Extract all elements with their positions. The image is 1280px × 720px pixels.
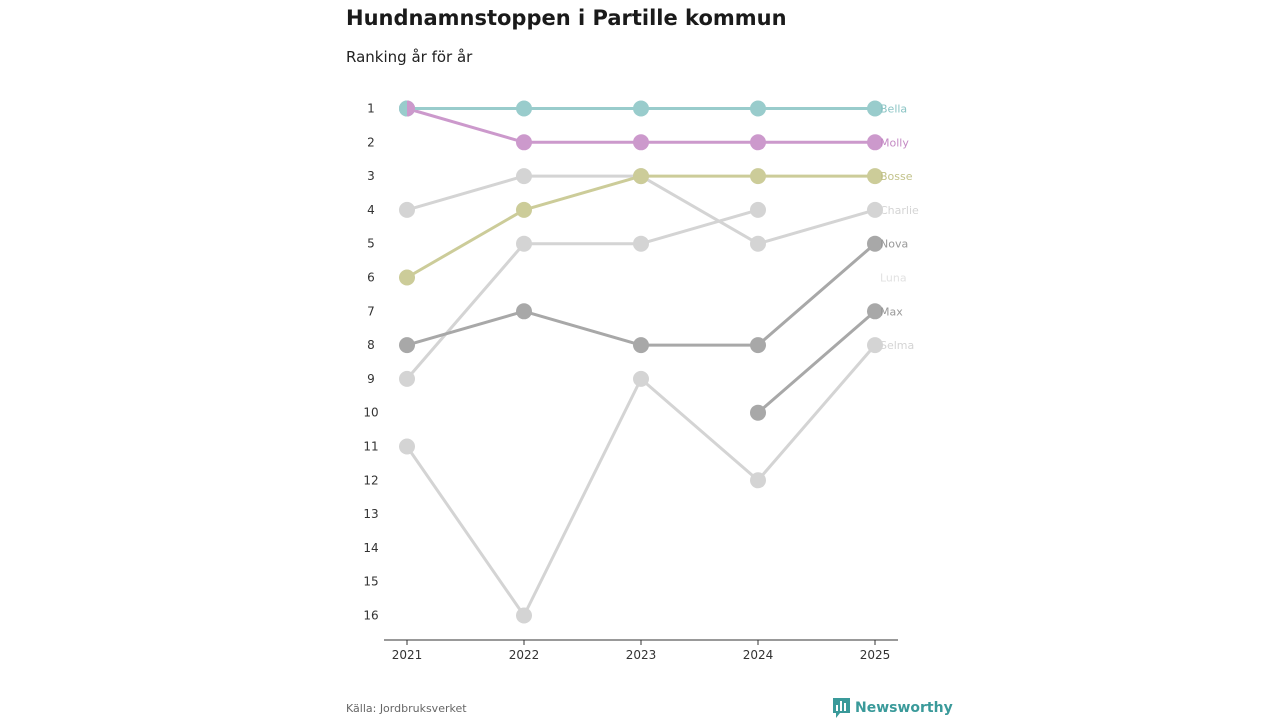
data-point-bosse [516,201,532,218]
brand-name: Newsworthy [855,700,953,716]
y-tick-label: 6 [367,271,375,285]
y-tick-label: 11 [363,440,378,454]
newsworthy-logo-icon [833,698,850,718]
y-tick-label: 15 [363,575,378,589]
x-axis: 2021 2022 2023 2024 2025 [384,639,898,662]
series-line-max [757,310,876,414]
y-tick-label: 5 [367,237,375,251]
data-point-bosse [750,168,766,185]
series-label-selma: Selma [880,339,914,352]
data-point-selma [516,607,532,624]
data-point-molly [407,100,415,117]
data-point-molly [516,134,532,151]
data-point-selma [399,438,415,455]
data-point-luna [633,235,649,252]
series-label-bosse: Bosse [880,170,913,183]
data-point-molly [750,134,766,151]
end-labels: Selma Luna Charlie Max Nova Bosse Molly Bella [880,103,919,353]
series-label-charlie: Charlie [880,204,919,217]
chart-subtitle: Ranking år för år [346,48,473,66]
y-tick-label: 2 [367,135,375,149]
series-label-molly: Molly [880,136,909,149]
y-tick-label: 12 [363,473,378,487]
data-point-selma [633,370,649,387]
data-point-luna [750,201,766,218]
data-point-bella [867,100,883,117]
data-point-max [750,404,766,421]
series-line-bosse [406,174,875,279]
series-label-bella: Bella [880,103,907,116]
y-tick-label: 16 [363,609,378,623]
x-tick-label: 2025 [860,648,891,662]
data-point-charlie [750,235,766,252]
x-tick-label: 2023 [626,648,657,662]
series-group [399,100,883,624]
series-label-nova: Nova [880,238,908,251]
series-label-max: Max [880,305,903,318]
series-line-charlie [406,174,876,246]
data-point-molly [633,134,649,151]
data-point-luna [516,235,532,252]
data-point-bosse [867,168,883,185]
brand-logo: Newsworthy [833,698,953,718]
data-point-bella [399,100,407,117]
data-point-bosse [399,269,415,286]
y-tick-label: 7 [367,304,375,318]
data-point-nova [750,337,766,354]
data-point-selma [750,472,766,489]
source-note: Källa: Jordbruksverket [346,702,467,715]
y-tick-label: 9 [367,372,375,386]
series-line-nova [406,242,876,347]
y-tick-label: 4 [367,203,375,217]
y-tick-label: 13 [363,507,378,521]
series-line-luna [405,208,759,380]
y-tick-label: 14 [363,541,378,555]
y-tick-label: 3 [367,169,375,183]
data-point-max [867,303,883,320]
x-tick-label: 2021 [392,648,423,662]
data-point-nova [516,303,532,320]
y-tick-label: 8 [367,338,375,352]
y-tick-label: 1 [367,102,375,116]
data-point-selma [867,337,883,354]
data-point-charlie [516,168,532,185]
data-point-nova [633,337,649,354]
y-tick-label: 10 [363,406,378,420]
data-point-molly [867,134,883,151]
data-point-nova [867,235,883,252]
data-point-nova [399,337,415,354]
data-point-bella [516,100,532,117]
data-point-bosse [633,168,649,185]
x-tick-label: 2024 [743,648,774,662]
series-label-luna: Luna [880,272,907,285]
chart-title: Hundnamnstoppen i Partille kommun [346,6,787,30]
data-point-charlie [399,201,415,218]
data-point-bella [750,100,766,117]
x-tick-label: 2022 [509,648,540,662]
data-point-luna [399,370,415,387]
data-point-bella [633,100,649,117]
data-point-charlie [867,201,883,218]
